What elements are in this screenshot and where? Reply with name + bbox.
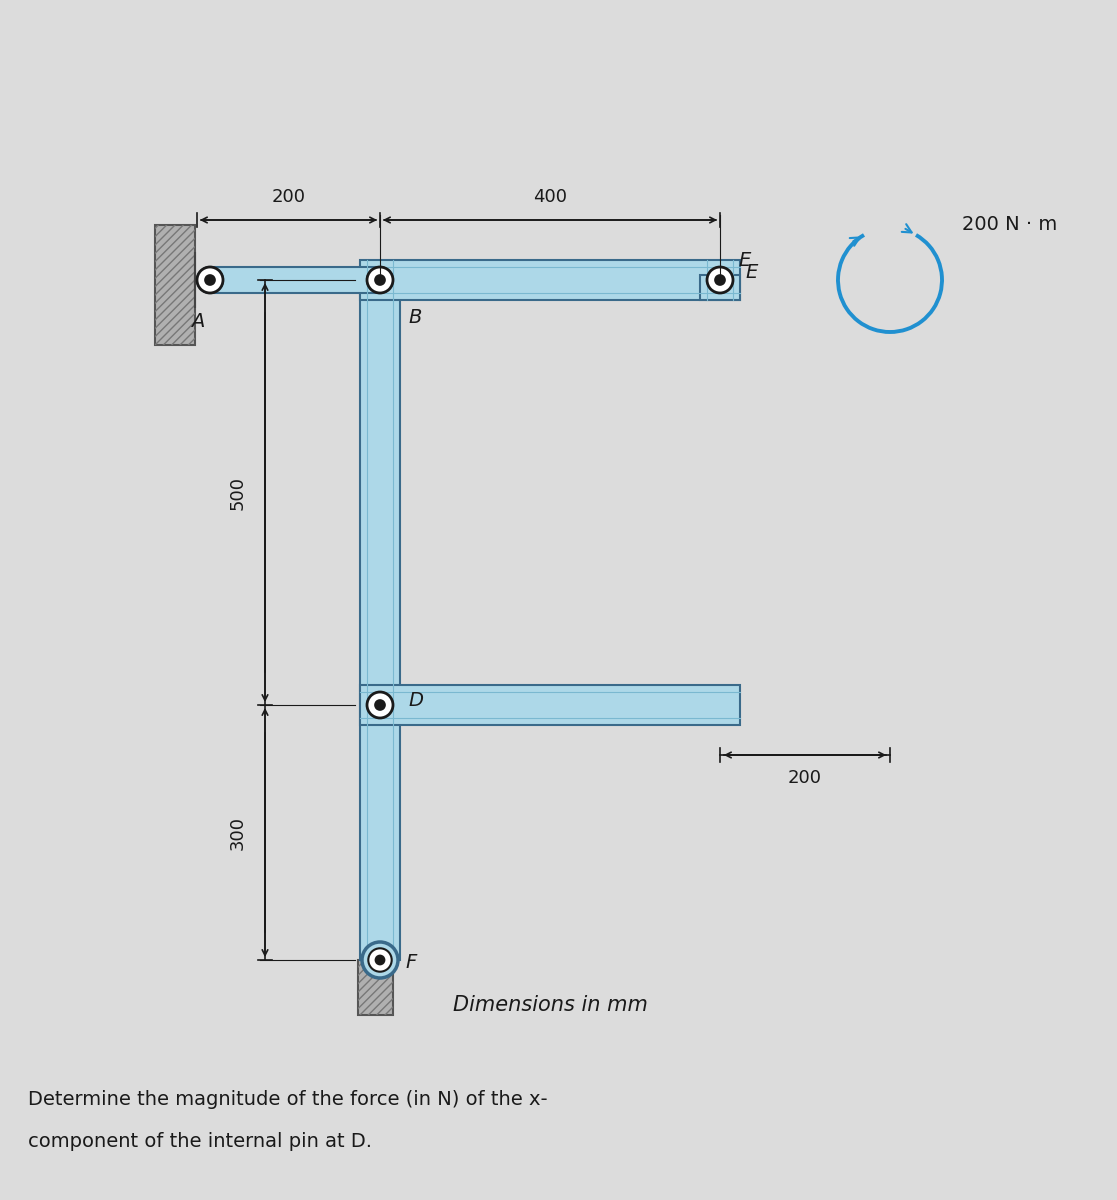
Circle shape: [204, 274, 216, 286]
Circle shape: [197, 268, 223, 293]
Bar: [360, 685, 739, 725]
Circle shape: [367, 268, 393, 293]
Polygon shape: [210, 266, 380, 293]
Bar: [360, 260, 739, 300]
Text: D: D: [408, 690, 423, 709]
Text: 300: 300: [229, 816, 247, 850]
Text: 200: 200: [787, 769, 822, 787]
Text: 400: 400: [533, 188, 567, 206]
Text: Dimensions in mm: Dimensions in mm: [452, 995, 648, 1015]
Circle shape: [367, 268, 393, 293]
Circle shape: [374, 700, 385, 710]
Bar: [360, 275, 400, 960]
Bar: [155, 226, 195, 346]
Bar: [155, 226, 195, 346]
Bar: [357, 960, 392, 1015]
Text: E: E: [738, 251, 751, 270]
Circle shape: [707, 268, 733, 293]
Text: 200: 200: [271, 188, 306, 206]
Circle shape: [362, 942, 398, 978]
Text: F: F: [405, 953, 417, 972]
Circle shape: [374, 955, 385, 966]
Bar: [357, 960, 392, 1015]
Text: A: A: [191, 312, 204, 331]
Text: E: E: [745, 263, 757, 282]
Circle shape: [374, 274, 385, 286]
Bar: [700, 275, 739, 300]
Text: 200 N · m: 200 N · m: [962, 216, 1058, 234]
Text: 500: 500: [229, 475, 247, 510]
Circle shape: [197, 268, 223, 293]
Circle shape: [714, 274, 726, 286]
Circle shape: [369, 948, 392, 972]
Circle shape: [367, 692, 393, 718]
Text: Determine the magnitude of the force (in N) of the x-: Determine the magnitude of the force (in…: [28, 1090, 547, 1109]
Text: B: B: [408, 308, 421, 326]
Text: component of the internal pin at D.: component of the internal pin at D.: [28, 1132, 372, 1151]
